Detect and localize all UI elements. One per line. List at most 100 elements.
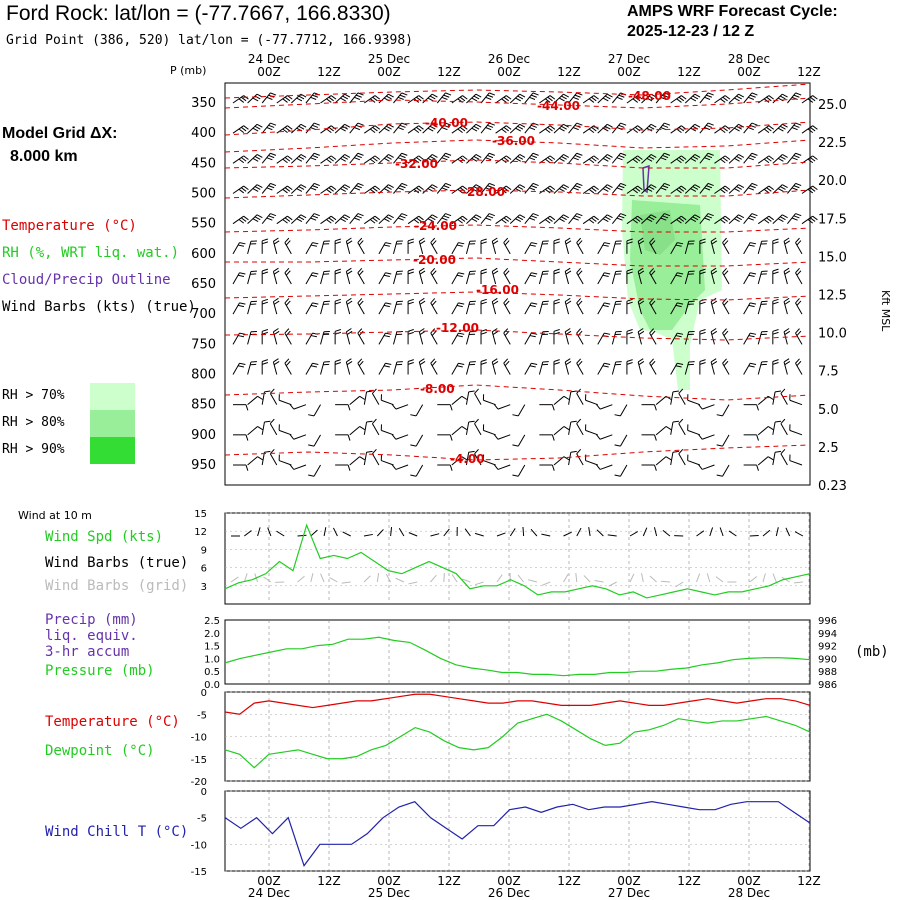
wind-barb [637, 267, 645, 285]
wind-barb [597, 214, 613, 225]
chill-ytick-label: -5 [197, 814, 207, 825]
grid-wind-barb [243, 573, 248, 583]
grid-wind-barb [594, 580, 604, 583]
wind-barb [247, 300, 257, 315]
temperature-contour [224, 329, 811, 341]
wind-barb [524, 182, 539, 194]
height-axis-title: Kft MSL [879, 290, 892, 332]
wind-barb [305, 242, 319, 255]
height-tick-label: 25.0 [818, 98, 847, 113]
temperature-contour-label: -32.00 [395, 157, 438, 171]
wind-barb [378, 154, 394, 164]
surface-wind-barb [333, 527, 338, 537]
temperature-contour [224, 159, 811, 169]
grid-wind-barb [675, 581, 684, 588]
wind-barb [626, 238, 633, 254]
rh-swatch-80 [90, 410, 135, 437]
surface-wind-barb [629, 531, 639, 537]
grid-wind-barb [329, 577, 338, 583]
grid-wind-barb [297, 575, 305, 583]
wind-barb [722, 267, 730, 285]
precip-ytick-label: 1.0 [204, 654, 220, 665]
wind-barb [801, 95, 818, 104]
top-date-label: 27 Dec [608, 52, 650, 66]
wind-barb [247, 240, 257, 254]
wind-barb [568, 420, 577, 435]
wind-barb [364, 215, 381, 225]
wind-barb [699, 152, 714, 164]
wind-barb [407, 298, 414, 315]
wind-barb [649, 298, 657, 315]
wind-barb [451, 185, 468, 194]
wind-barb [553, 123, 569, 134]
wind-barb [349, 395, 366, 406]
wind-barb [357, 328, 365, 345]
wind-barb [430, 267, 438, 285]
wind-barb [393, 361, 403, 375]
bottom-date-label: 24 Dec [248, 886, 290, 900]
wind-barb [465, 270, 476, 285]
cross-section-panel: -48.00 -44.00 -40.00 -36.00 -32.00 -28.00 -24.… [170, 64, 892, 494]
wind-barb [524, 332, 538, 345]
pressure-label: Pressure (mb) [45, 663, 155, 679]
wind-barb [611, 92, 627, 104]
wind-barb [291, 214, 307, 225]
grid-wind-barb [496, 574, 503, 583]
wind-barb [503, 298, 511, 315]
wind-barb [465, 450, 475, 466]
wind-barb [278, 454, 292, 466]
wind-barb [684, 154, 701, 164]
wind-barb [553, 184, 569, 194]
wind-barb [576, 418, 584, 436]
wind-barb [272, 358, 280, 375]
wind-barb [783, 237, 791, 254]
wind-barb [276, 185, 293, 194]
forecast-cycle-value: 2025-12-23 / 12 Z [627, 23, 755, 40]
wind-barb [582, 185, 599, 194]
wind-barb [371, 418, 380, 436]
wind-barb [289, 434, 307, 440]
wind-barb [335, 404, 351, 411]
wind-barb [391, 404, 409, 410]
pressure-tick-label: 900 [191, 428, 216, 443]
chill-ytick-label: -15 [191, 867, 207, 878]
wind-barb [512, 404, 526, 417]
grid-wind-barb [430, 574, 437, 583]
wind-barb [364, 155, 381, 164]
temperature-contour-label: -8.00 [420, 382, 455, 396]
wind-barb [272, 237, 280, 254]
wind-barb [743, 152, 758, 164]
wind-barb [393, 213, 408, 224]
wind-barb [553, 359, 560, 375]
wind-barb [474, 388, 482, 405]
wind-speed-line [224, 523, 811, 599]
wind-barb [512, 434, 526, 447]
wind-barb [232, 242, 246, 255]
wind-barb [611, 152, 627, 164]
wind-barb [787, 92, 802, 104]
wind-barb [378, 214, 394, 225]
wind-barb [641, 184, 657, 194]
rh-swatch-70 [90, 383, 135, 410]
pressure-tick-label: 950 [191, 458, 216, 473]
wind-barb [320, 330, 330, 345]
wind-barb [451, 362, 465, 375]
wind-barb [789, 424, 803, 436]
top-hour-label: 12Z [557, 65, 581, 79]
wind-barb [393, 122, 408, 134]
wind-barb [509, 214, 526, 225]
wind-barb [649, 328, 657, 345]
surface-wind-barb [310, 529, 318, 537]
wind-barb [626, 268, 633, 284]
wind-barb [465, 420, 475, 435]
wind-barb [670, 215, 687, 225]
wind-barb [407, 125, 424, 134]
chill-ytick-label: 0 [201, 787, 207, 798]
surface-wind-barb [398, 528, 405, 537]
wind-barb [465, 390, 475, 405]
wind-barb [451, 395, 468, 406]
wind-barb [393, 152, 408, 164]
wind-barb [728, 214, 745, 225]
surface-wind-barb [719, 527, 724, 537]
wind-barb [772, 123, 788, 134]
